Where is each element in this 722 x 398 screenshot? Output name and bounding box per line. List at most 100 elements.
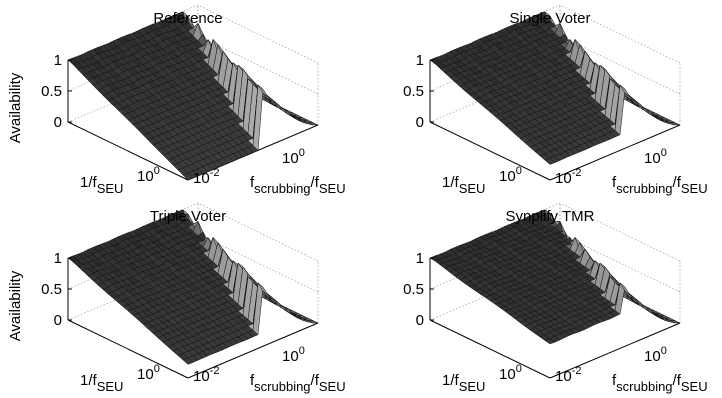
x-tick-base: 10 (193, 368, 210, 385)
x-axis-line (549, 124, 681, 181)
z-tick-label: 1 (416, 52, 424, 69)
x-tick-base: 10 (193, 170, 210, 187)
x-axis-label-subscript-1: scrubbing (616, 379, 672, 394)
y-axis-label: 1/fSEU (442, 372, 485, 394)
z-tick-label: 1 (416, 250, 424, 267)
y-tick-exponent: 0 (516, 363, 522, 375)
y-axis-line (429, 319, 551, 379)
surface (67, 11, 319, 181)
x-axis-line (187, 322, 319, 379)
x-tick-label: 10-2 (555, 167, 581, 187)
x-tick-base: 10 (282, 150, 299, 167)
x-tick-label: 10-2 (555, 365, 581, 385)
x-tick-exponent: 0 (299, 147, 305, 159)
x-tick-label: 10-2 (193, 167, 219, 187)
y-tick-label: 100 (499, 363, 522, 383)
x-axis-label-base: f (612, 174, 617, 191)
y-axis-label-subscript: SEU (97, 379, 124, 394)
y-tick-label: 100 (137, 165, 160, 185)
x-tick-base: 10 (644, 150, 661, 167)
x-axis-line (549, 322, 681, 379)
y-axis-label-base: 1/f (80, 174, 98, 191)
y-axis-label: 1/fSEU (442, 174, 485, 196)
x-axis-label-base: f (250, 372, 255, 389)
x-axis-label: fscrubbing/fSEU (612, 372, 708, 394)
y-tick-base: 10 (137, 168, 154, 185)
y-axis-label-base: 1/f (442, 372, 460, 389)
x-axis-label-separator: /f (673, 174, 682, 191)
surface-cell (307, 122, 319, 126)
x-tick-base: 10 (555, 170, 572, 187)
x-axis-label-separator: /f (311, 372, 320, 389)
x-tick-exponent: -2 (572, 167, 582, 179)
x-tick-label: 100 (644, 147, 667, 167)
x-tick-base: 10 (555, 368, 572, 385)
z-tick-label: 0 (54, 114, 62, 131)
grid-z-line (67, 202, 319, 262)
z-tick-label: 0 (416, 114, 424, 131)
y-tick-exponent: 0 (154, 363, 160, 375)
y-axis-label-subscript: SEU (97, 181, 124, 196)
z-tick-label: 1 (54, 250, 62, 267)
x-tick-exponent: -2 (572, 365, 582, 377)
x-axis-label-base: f (250, 174, 255, 191)
x-axis-label: fscrubbing/fSEU (250, 372, 346, 394)
z-tick-label: 0 (416, 312, 424, 329)
y-tick-label: 100 (499, 165, 522, 185)
x-axis-label-subscript-2: SEU (319, 379, 346, 394)
grid-z-line (429, 4, 681, 64)
x-tick-label: 100 (282, 147, 305, 167)
y-tick-base: 10 (499, 168, 516, 185)
y-tick-exponent: 0 (154, 165, 160, 177)
x-tick-exponent: 0 (661, 147, 667, 159)
panel-title: Triple Voter (150, 208, 226, 225)
surface (67, 209, 319, 365)
surface-cell (669, 122, 681, 126)
x-tick-exponent: -2 (210, 365, 220, 377)
x-tick-exponent: -2 (210, 167, 220, 179)
y-tick-label: 100 (137, 363, 160, 383)
z-axis-label: Availability (7, 72, 24, 143)
grid-z-line (429, 202, 681, 262)
x-axis-label: fscrubbing/fSEU (612, 174, 708, 196)
y-axis-label-subscript: SEU (459, 379, 486, 394)
x-tick-label: 100 (282, 345, 305, 365)
x-axis-label-separator: /f (311, 174, 320, 191)
y-axis-label-base: 1/f (442, 174, 460, 191)
x-axis-label-subscript-2: SEU (681, 379, 708, 394)
x-axis-label-subscript-1: scrubbing (616, 181, 672, 196)
x-tick-exponent: 0 (299, 345, 305, 357)
surface-cell (307, 320, 319, 324)
x-axis-label-subscript-2: SEU (681, 181, 708, 196)
x-tick-exponent: 0 (661, 345, 667, 357)
x-axis-label-separator: /f (673, 372, 682, 389)
y-axis-label-subscript: SEU (459, 181, 486, 196)
y-axis-line (67, 319, 189, 379)
z-tick-label: 0 (54, 312, 62, 329)
z-tick-label: 1 (54, 52, 62, 69)
x-tick-label: 100 (644, 345, 667, 365)
x-axis-label-subscript-1: scrubbing (254, 181, 310, 196)
x-axis-label-base: f (612, 372, 617, 389)
x-tick-base: 10 (644, 348, 661, 365)
y-axis-line (67, 121, 189, 181)
x-axis-label: fscrubbing/fSEU (250, 174, 346, 196)
z-tick-label: 0.5 (403, 281, 424, 298)
x-tick-base: 10 (282, 348, 299, 365)
z-axis-label: Availability (7, 270, 24, 341)
z-tick-label: 0.5 (41, 83, 62, 100)
y-tick-exponent: 0 (516, 165, 522, 177)
x-axis-label-subscript-1: scrubbing (254, 379, 310, 394)
y-axis-label: 1/fSEU (80, 372, 123, 394)
surface (429, 11, 681, 165)
surface-cell (669, 320, 681, 324)
y-axis-label: 1/fSEU (80, 174, 123, 196)
grid-z-line (67, 4, 319, 64)
z-tick-label: 0.5 (403, 83, 424, 100)
